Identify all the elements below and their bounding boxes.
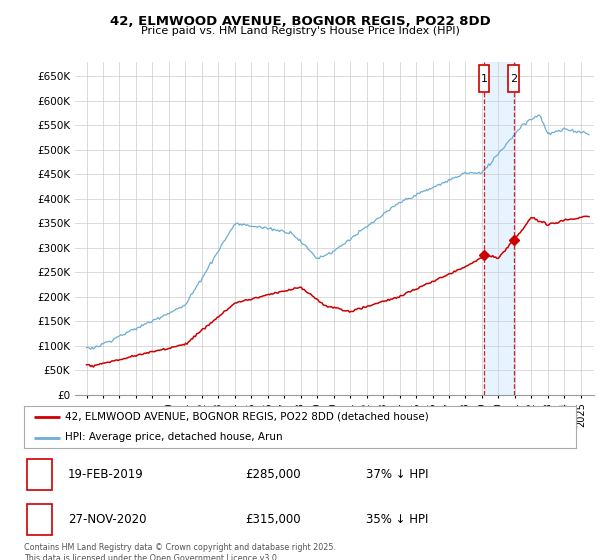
Bar <box>479 65 489 92</box>
Text: Price paid vs. HM Land Registry's House Price Index (HPI): Price paid vs. HM Land Registry's House … <box>140 26 460 36</box>
Text: 1: 1 <box>481 74 487 84</box>
Text: £285,000: £285,000 <box>245 468 301 481</box>
Text: 27-NOV-2020: 27-NOV-2020 <box>68 513 146 526</box>
Bar <box>27 459 52 491</box>
Text: 2: 2 <box>510 74 517 84</box>
Bar <box>27 503 52 535</box>
Text: 42, ELMWOOD AVENUE, BOGNOR REGIS, PO22 8DD (detached house): 42, ELMWOOD AVENUE, BOGNOR REGIS, PO22 8… <box>65 412 429 422</box>
Text: 42, ELMWOOD AVENUE, BOGNOR REGIS, PO22 8DD: 42, ELMWOOD AVENUE, BOGNOR REGIS, PO22 8… <box>110 15 490 28</box>
Text: 1: 1 <box>35 468 43 481</box>
Bar <box>484 62 514 395</box>
Text: 37% ↓ HPI: 37% ↓ HPI <box>366 468 429 481</box>
Text: HPI: Average price, detached house, Arun: HPI: Average price, detached house, Arun <box>65 432 283 442</box>
Text: Contains HM Land Registry data © Crown copyright and database right 2025.
This d: Contains HM Land Registry data © Crown c… <box>24 543 336 560</box>
Bar <box>508 65 519 92</box>
Text: £315,000: £315,000 <box>245 513 301 526</box>
Text: 35% ↓ HPI: 35% ↓ HPI <box>366 513 428 526</box>
Text: 19-FEB-2019: 19-FEB-2019 <box>68 468 144 481</box>
Text: 2: 2 <box>35 513 43 526</box>
